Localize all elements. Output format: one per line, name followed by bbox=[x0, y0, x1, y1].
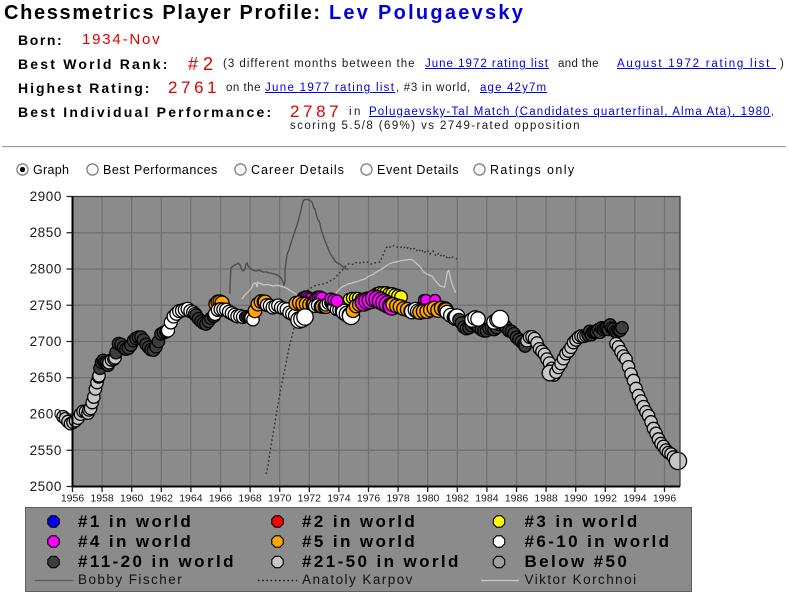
svg-text:1990: 1990 bbox=[564, 493, 588, 505]
svg-text:1962: 1962 bbox=[150, 493, 174, 505]
svg-text:2750: 2750 bbox=[30, 298, 62, 313]
svg-text:1966: 1966 bbox=[209, 493, 233, 505]
svg-text:1974: 1974 bbox=[327, 493, 351, 505]
svg-text:1994: 1994 bbox=[623, 493, 647, 505]
svg-text:1980: 1980 bbox=[416, 493, 440, 505]
svg-text:2800: 2800 bbox=[30, 262, 62, 277]
svg-text:1976: 1976 bbox=[357, 493, 381, 505]
svg-text:2850: 2850 bbox=[30, 225, 62, 240]
svg-text:1968: 1968 bbox=[238, 493, 262, 505]
svg-text:2600: 2600 bbox=[30, 407, 62, 422]
svg-text:1996: 1996 bbox=[653, 493, 677, 505]
svg-text:1986: 1986 bbox=[505, 493, 529, 505]
svg-text:2900: 2900 bbox=[30, 189, 62, 204]
svg-text:1960: 1960 bbox=[120, 493, 144, 505]
svg-text:1970: 1970 bbox=[268, 493, 292, 505]
svg-text:1964: 1964 bbox=[179, 493, 203, 505]
svg-text:1992: 1992 bbox=[594, 493, 618, 505]
svg-text:2550: 2550 bbox=[30, 443, 62, 458]
svg-text:1982: 1982 bbox=[446, 493, 470, 505]
svg-text:1988: 1988 bbox=[534, 493, 558, 505]
svg-text:2700: 2700 bbox=[30, 334, 62, 349]
svg-text:2500: 2500 bbox=[30, 479, 62, 494]
svg-text:1972: 1972 bbox=[298, 493, 322, 505]
svg-text:2650: 2650 bbox=[30, 370, 62, 385]
svg-text:1978: 1978 bbox=[386, 493, 410, 505]
svg-text:1956: 1956 bbox=[61, 493, 85, 505]
svg-text:1958: 1958 bbox=[90, 493, 114, 505]
svg-text:1984: 1984 bbox=[475, 493, 499, 505]
